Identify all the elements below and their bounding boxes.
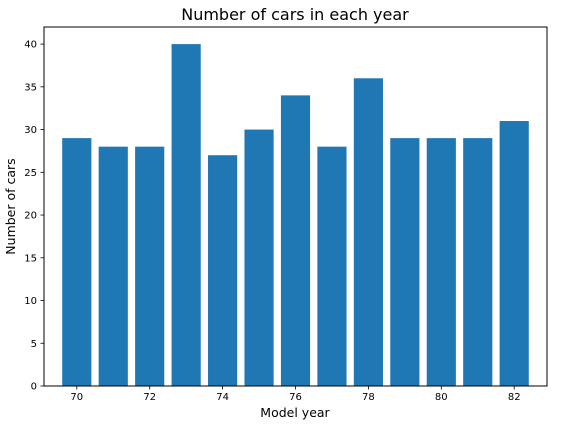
bar-81 (463, 138, 493, 386)
x-tick-label: 82 (508, 392, 521, 403)
chart-title: Number of cars in each year (181, 5, 409, 24)
y-tick-label: 40 (24, 40, 37, 51)
bar-77 (317, 146, 347, 386)
bar-71 (98, 146, 128, 386)
bar-75 (244, 129, 274, 386)
x-tick-label: 70 (70, 392, 83, 403)
x-tick-label: 76 (289, 392, 302, 403)
bar-78 (353, 78, 383, 386)
bar-74 (208, 155, 238, 386)
y-axis: 0 5 10 15 20 25 30 35 40 (24, 40, 44, 393)
y-tick-label: 35 (24, 82, 37, 93)
bar-72 (135, 146, 165, 386)
bar-76 (280, 95, 311, 386)
bar-80 (426, 138, 456, 386)
y-tick-label: 30 (24, 125, 37, 136)
x-tick-label: 78 (362, 392, 375, 403)
bars-group (62, 44, 529, 387)
y-tick-label: 15 (24, 253, 37, 264)
y-tick-label: 0 (31, 382, 37, 393)
y-tick-label: 20 (24, 211, 37, 222)
x-axis-label: Model year (260, 405, 330, 420)
y-tick-label: 10 (24, 296, 37, 307)
x-tick-label: 80 (435, 392, 448, 403)
y-tick-label: 25 (24, 168, 37, 179)
bar-70 (62, 138, 92, 386)
bar-73 (171, 44, 201, 386)
bar-82 (499, 121, 529, 387)
x-axis: 70 72 74 76 78 80 82 (70, 386, 521, 403)
x-tick-label: 74 (216, 392, 229, 403)
bar-79 (390, 138, 420, 386)
y-axis-label: Number of cars (3, 158, 18, 254)
x-tick-label: 72 (143, 392, 156, 403)
y-tick-label: 5 (31, 339, 37, 350)
